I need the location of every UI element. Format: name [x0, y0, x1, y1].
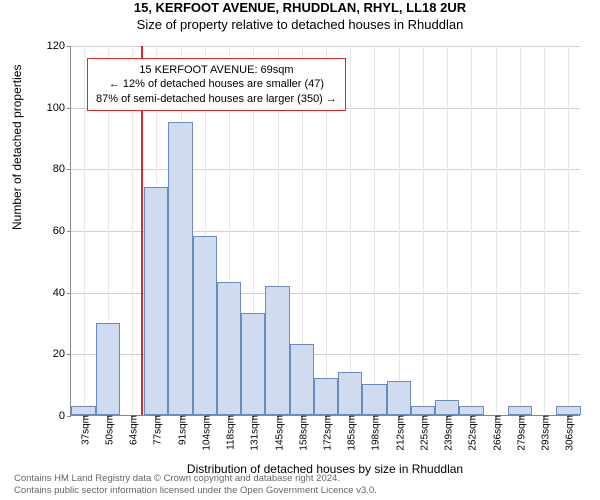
gridline-v: [423, 46, 424, 415]
xtick-label: 252sqm: [464, 415, 479, 451]
gridline-v: [471, 46, 472, 415]
xtick-label: 91sqm: [173, 415, 188, 445]
xtick-label: 37sqm: [76, 415, 91, 445]
y-axis-label: Number of detached properties: [10, 65, 24, 230]
histogram-bar: [508, 406, 532, 415]
xtick-label: 50sqm: [100, 415, 115, 445]
annotation-box: 15 KERFOOT AVENUE: 69sqm ← 12% of detach…: [87, 58, 346, 111]
footer-line-2: Contains public sector information licen…: [14, 485, 377, 496]
ytick-label: 80: [35, 163, 71, 175]
histogram-bar: [71, 406, 95, 415]
histogram-bar: [338, 372, 362, 415]
xtick-label: 212sqm: [391, 415, 406, 451]
gridline-v: [447, 46, 448, 415]
ytick-label: 20: [35, 348, 71, 360]
xtick-label: 131sqm: [246, 415, 261, 451]
xtick-label: 158sqm: [294, 415, 309, 451]
chart-subtitle: Size of property relative to detached ho…: [0, 17, 600, 34]
histogram-bar: [459, 406, 483, 415]
gridline-v: [568, 46, 569, 415]
chart-title: 15, KERFOOT AVENUE, RHUDDLAN, RHYL, LL18…: [0, 0, 600, 17]
xtick-label: 77sqm: [149, 415, 164, 445]
gridline-v: [544, 46, 545, 415]
histogram-bar: [411, 406, 435, 415]
xtick-label: 266sqm: [488, 415, 503, 451]
gridline-v: [350, 46, 351, 415]
xtick-label: 118sqm: [222, 415, 237, 450]
histogram-bar: [144, 187, 168, 415]
histogram-bar: [193, 236, 217, 415]
ytick-label: 0: [35, 410, 71, 422]
footer-line-1: Contains HM Land Registry data © Crown c…: [14, 473, 377, 484]
ytick-label: 120: [35, 40, 71, 52]
ytick-label: 40: [35, 287, 71, 299]
histogram-bar: [96, 323, 120, 416]
xtick-label: 306sqm: [561, 415, 576, 451]
plot-area: 02040608010012037sqm50sqm64sqm77sqm91sqm…: [70, 46, 580, 416]
histogram-bar: [362, 384, 386, 415]
xtick-label: 145sqm: [270, 415, 285, 451]
xtick-label: 104sqm: [197, 415, 212, 451]
xtick-label: 172sqm: [319, 415, 334, 451]
histogram-bar: [435, 400, 459, 415]
histogram-bar: [556, 406, 580, 415]
xtick-label: 225sqm: [415, 415, 430, 451]
gridline-v: [520, 46, 521, 415]
xtick-label: 239sqm: [440, 415, 455, 451]
histogram-bar: [217, 282, 241, 415]
gridline-v: [374, 46, 375, 415]
histogram-bar: [241, 313, 265, 415]
histogram-bar: [168, 122, 192, 415]
histogram-bar: [387, 381, 411, 415]
footer-attribution: Contains HM Land Registry data © Crown c…: [14, 473, 377, 496]
chart-container: 15, KERFOOT AVENUE, RHUDDLAN, RHYL, LL18…: [0, 0, 600, 500]
histogram-bar: [290, 344, 314, 415]
annotation-line-1: 15 KERFOOT AVENUE: 69sqm: [96, 63, 337, 77]
ytick-label: 100: [35, 102, 71, 114]
histogram-bar: [314, 378, 338, 415]
xtick-label: 293sqm: [537, 415, 552, 451]
gridline-v: [496, 46, 497, 415]
histogram-bar: [265, 286, 289, 416]
xtick-label: 185sqm: [343, 415, 358, 451]
plot-wrap: 02040608010012037sqm50sqm64sqm77sqm91sqm…: [70, 46, 580, 416]
gridline-v: [399, 46, 400, 415]
gridline-v: [84, 46, 85, 415]
xtick-label: 64sqm: [125, 415, 140, 445]
annotation-line-3: 87% of semi-detached houses are larger (…: [96, 92, 337, 106]
annotation-line-2: ← 12% of detached houses are smaller (47…: [96, 77, 337, 91]
xtick-label: 198sqm: [367, 415, 382, 451]
xtick-label: 279sqm: [512, 415, 527, 451]
ytick-label: 60: [35, 225, 71, 237]
